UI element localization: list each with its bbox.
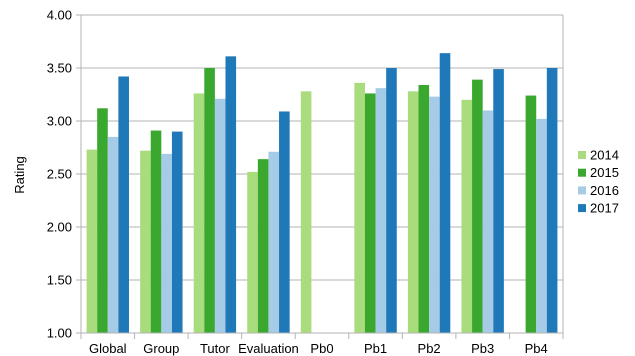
bar-pb2-2014 (407, 91, 419, 333)
y-axis-title: Rating (12, 156, 27, 194)
y-tick-labels: 1.00 1.50 2.00 2.50 3.00 3.50 4.00 (47, 8, 72, 341)
bar-group-2015 (150, 130, 162, 333)
bar-group-2017 (171, 131, 183, 333)
y-tick-label: 1.50 (47, 273, 72, 288)
legend-swatch (578, 151, 586, 159)
x-tick-label: Pb3 (471, 341, 494, 356)
legend-swatch (578, 186, 586, 195)
bar-pb0-2014 (300, 91, 312, 333)
bars (86, 53, 558, 334)
x-tick-label: Pb0 (310, 341, 333, 356)
bar-pb2-2016 (429, 96, 440, 334)
bar-pb1-2017 (386, 68, 397, 333)
bar-pb1-2015 (364, 93, 376, 333)
x-tick-label: Pb4 (525, 341, 548, 356)
y-tick-label: 1.00 (47, 326, 72, 341)
bar-pb4-2015 (525, 95, 537, 333)
legend-swatch (578, 168, 586, 177)
bar-global-2014 (86, 149, 98, 333)
x-tick-label: Pb2 (418, 341, 441, 356)
bar-global-2015 (97, 108, 108, 333)
bar-evaluation-2017 (279, 111, 290, 334)
x-tick-label: Evaluation (238, 341, 299, 356)
axes (76, 14, 564, 339)
legend-swatch (578, 204, 586, 213)
x-tick-labels: Global Group Tutor Evaluation Pb0 Pb1 Pb2 Pb3 Pb… (89, 341, 548, 356)
legend-label: 2015 (590, 165, 619, 180)
bar-pb2-2017 (439, 53, 451, 333)
y-tick-label: 2.50 (47, 167, 72, 182)
bar-tutor-2016 (214, 98, 226, 334)
bar-group-2016 (161, 153, 172, 333)
bar-group-2014 (140, 150, 151, 333)
y-tick-label: 2.00 (47, 220, 72, 235)
bar-tutor-2015 (204, 68, 215, 333)
x-tick-label: Tutor (200, 341, 231, 356)
bar-evaluation-2015 (257, 159, 269, 333)
bar-pb2-2015 (418, 84, 430, 334)
bar-tutor-2014 (193, 93, 205, 333)
x-tick-label: Pb1 (364, 341, 387, 356)
y-tick-label: 3.50 (47, 61, 72, 76)
legend-label: 2016 (590, 183, 619, 198)
bar-global-2016 (107, 136, 119, 333)
legend-label: 2014 (590, 148, 619, 163)
bar-pb1-2016 (375, 88, 387, 333)
bar-pb3-2016 (482, 110, 494, 334)
bar-tutor-2017 (225, 56, 237, 334)
y-tick-label: 3.00 (47, 114, 72, 129)
bar-pb1-2014 (354, 82, 365, 333)
bar-evaluation-2016 (268, 151, 280, 333)
x-tick-label: Group (143, 341, 179, 356)
bar-pb3-2014 (461, 99, 473, 333)
bar-pb3-2015 (472, 79, 483, 333)
legend: 2014 2015 2016 2017 (578, 148, 619, 216)
y-tick-label: 4.00 (47, 8, 72, 23)
legend-label: 2017 (590, 201, 619, 216)
bar-pb4-2017 (546, 68, 558, 333)
bar-evaluation-2014 (247, 171, 258, 333)
bar-global-2017 (118, 76, 129, 333)
bar-pb4-2016 (536, 118, 547, 333)
bar-pb3-2017 (493, 69, 504, 333)
x-tick-label: Global (89, 341, 127, 356)
